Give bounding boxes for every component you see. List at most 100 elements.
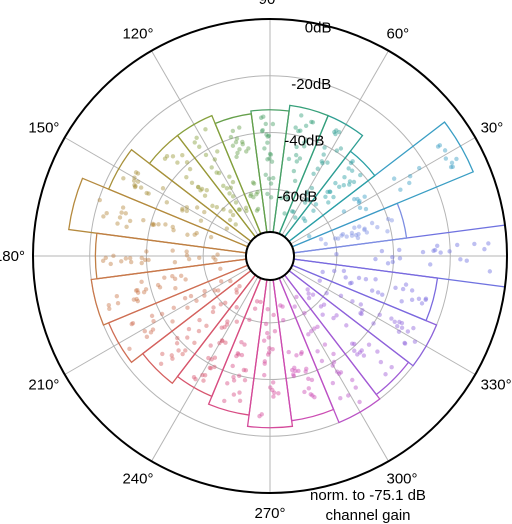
sample-point	[342, 175, 347, 180]
sample-point	[359, 348, 364, 353]
sample-point	[318, 304, 324, 309]
sample-point	[362, 226, 367, 231]
sample-point	[172, 276, 178, 282]
sample-point	[395, 323, 400, 329]
sample-point	[133, 183, 138, 189]
sample-point	[397, 319, 402, 325]
sample-point	[335, 236, 341, 241]
sample-point	[159, 311, 165, 317]
sample-point	[302, 218, 308, 224]
sample-point	[366, 342, 372, 347]
sample-point	[234, 136, 240, 141]
sample-point	[148, 330, 154, 335]
sample-point	[267, 151, 273, 157]
sample-point	[369, 220, 375, 226]
sample-point	[267, 156, 272, 161]
sample-point	[362, 227, 367, 233]
sample-point	[442, 148, 448, 153]
sample-point	[332, 236, 338, 241]
sample-point	[169, 353, 174, 358]
sample-point	[298, 128, 303, 133]
sample-point	[150, 327, 156, 332]
angle-label-270: 270°	[254, 505, 285, 522]
sample-point	[135, 298, 141, 304]
sample-point	[352, 225, 357, 230]
sample-point	[194, 230, 199, 236]
sample-point	[437, 143, 443, 148]
sample-point	[326, 200, 331, 205]
sample-point	[294, 159, 300, 164]
sample-point	[192, 232, 197, 237]
sample-point	[218, 302, 224, 307]
sample-point	[270, 346, 275, 352]
sample-point	[262, 372, 267, 378]
sample-point	[121, 176, 126, 181]
polar-grid	[33, 19, 507, 493]
sample-point	[197, 255, 202, 261]
sample-point	[128, 259, 134, 265]
sample-point	[193, 377, 198, 382]
sample-point	[227, 217, 233, 223]
sample-point	[350, 341, 355, 346]
sample-point	[417, 165, 422, 171]
sample-point	[141, 289, 147, 295]
sample-point	[185, 305, 190, 310]
sample-point	[158, 361, 164, 367]
grid-spoke-150	[64, 137, 250, 245]
sample-point	[293, 368, 298, 374]
sample-point	[221, 207, 226, 212]
sample-point	[243, 205, 249, 211]
annotation-line-2: channel gain	[325, 507, 410, 524]
sample-point	[224, 226, 230, 231]
sample-point	[254, 208, 260, 213]
sample-point	[202, 293, 207, 298]
sample-point	[234, 353, 239, 359]
sample-point	[371, 321, 376, 326]
sample-point	[180, 351, 185, 357]
sample-point	[423, 296, 429, 301]
sample-point	[294, 144, 299, 150]
sample-point	[156, 222, 161, 227]
sample-point	[320, 269, 325, 275]
sample-point	[393, 285, 398, 291]
sample-point	[261, 338, 267, 343]
sample-point	[191, 374, 197, 380]
sample-point	[178, 273, 184, 279]
sample-point	[270, 380, 276, 385]
sample-point	[450, 164, 455, 169]
sample-point	[324, 291, 329, 296]
sample-point	[315, 166, 321, 171]
sample-point	[292, 304, 297, 309]
sample-point	[344, 323, 349, 328]
sample-point	[144, 334, 150, 340]
sample-point	[362, 194, 367, 199]
sample-point	[230, 179, 236, 185]
sample-point	[340, 231, 346, 237]
sample-point	[170, 356, 175, 361]
sample-point	[351, 179, 357, 185]
sample-point	[263, 321, 269, 327]
sample-point	[311, 171, 316, 176]
sample-point	[347, 182, 352, 187]
sample-point	[319, 358, 325, 364]
sample-point	[310, 393, 315, 398]
sample-point	[325, 160, 330, 165]
sample-point	[322, 342, 328, 347]
sample-point	[203, 152, 209, 158]
sample-point	[103, 255, 108, 261]
sample-point	[334, 369, 340, 374]
sample-point	[265, 134, 270, 139]
sample-point	[237, 147, 242, 152]
sample-point	[199, 186, 205, 192]
sample-point	[292, 365, 297, 371]
sample-point	[435, 144, 441, 149]
sample-point	[129, 321, 134, 327]
sample-point	[369, 288, 375, 293]
sample-point	[164, 200, 170, 205]
sample-point	[239, 339, 244, 345]
sample-point	[349, 280, 354, 286]
sample-point	[247, 317, 252, 322]
sample-point	[228, 134, 234, 140]
sample-point	[258, 299, 263, 305]
